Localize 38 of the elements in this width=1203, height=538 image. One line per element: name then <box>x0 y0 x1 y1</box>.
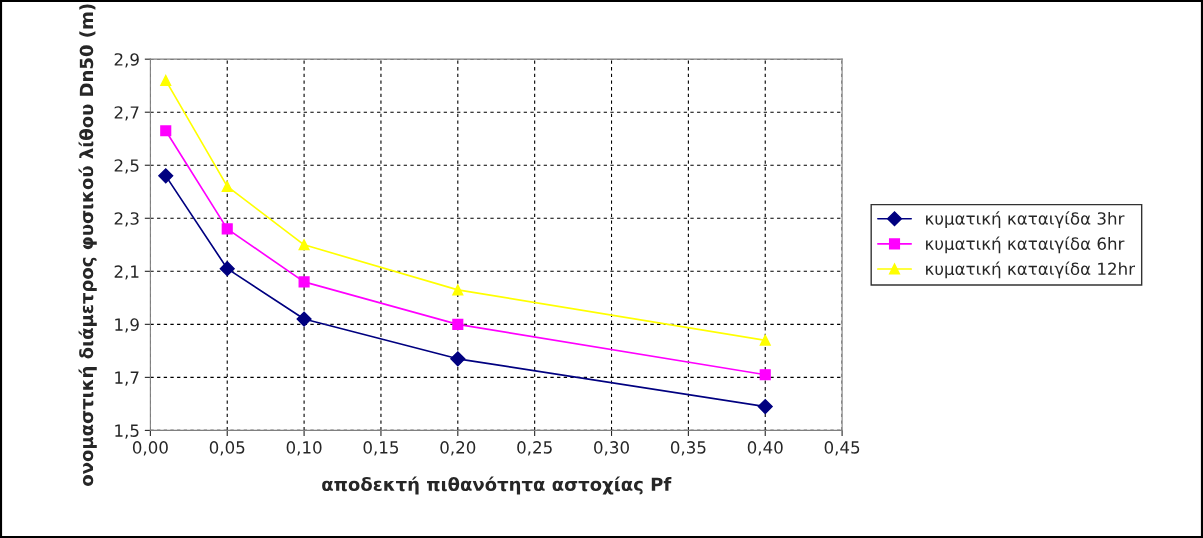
point <box>221 223 233 235</box>
x-tick-label: 0,45 <box>824 441 860 456</box>
point <box>296 311 312 327</box>
x-tick-label: 0,30 <box>594 441 629 456</box>
y-tick-label: 2,5 <box>114 159 139 174</box>
x-tick-label: 0,15 <box>363 441 399 456</box>
point <box>450 351 466 367</box>
point <box>298 239 310 251</box>
x-tick-label: 0,35 <box>670 441 706 456</box>
y-tick-label: 1,9 <box>115 318 139 333</box>
y-tick-label: 1,5 <box>115 424 139 439</box>
point <box>759 369 771 381</box>
y-tick-label: 2,3 <box>114 212 139 227</box>
point <box>759 334 771 346</box>
point <box>298 276 310 288</box>
x-tick-label: 0,00 <box>132 441 168 456</box>
x-tick-label: 0,10 <box>286 441 322 456</box>
point <box>158 168 174 184</box>
x-axis-title: αποδεκτή πιθανότητα αστοχίας Pf <box>322 476 672 495</box>
point <box>219 261 235 277</box>
x-tick-label: 0,40 <box>747 441 783 456</box>
y-tick-label: 1,7 <box>115 371 139 386</box>
y-axis-title: ονομαστική διάμετρος φυσικού λίθου Dn50 (m) <box>78 4 97 486</box>
point <box>757 398 773 415</box>
legend-label: κυματική καταιγίδα 6hr <box>926 236 1125 254</box>
y-tick-label: 2,7 <box>114 106 139 121</box>
point <box>160 74 172 86</box>
point <box>160 125 172 137</box>
point <box>452 318 464 330</box>
x-tick-label: 0,05 <box>209 441 245 456</box>
point <box>221 180 233 193</box>
legend-label: κυματική καταιγίδα 3hr <box>926 211 1125 229</box>
y-tick-label: 2,1 <box>114 265 139 280</box>
x-tick-label: 0,25 <box>517 441 552 456</box>
y-tick-label: 2,9 <box>114 53 139 68</box>
x-tick-label: 0,20 <box>440 441 476 456</box>
point <box>452 284 464 296</box>
legend-label: κυματική καταιγίδα 12hr <box>926 261 1136 279</box>
